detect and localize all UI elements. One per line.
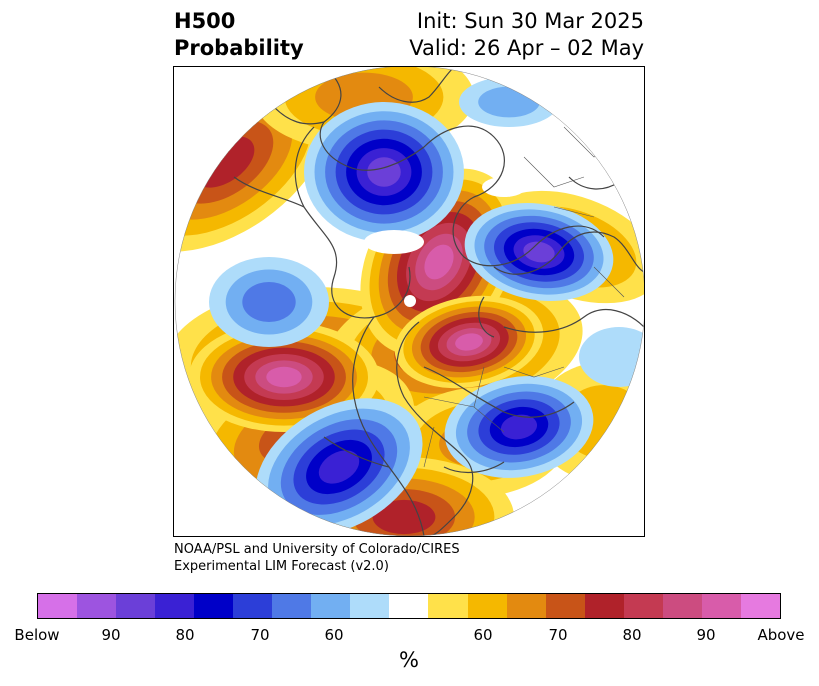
near-normal-area bbox=[404, 295, 416, 307]
map-canvas bbox=[174, 67, 644, 536]
probability-contour bbox=[367, 157, 401, 187]
below-normal-anomaly bbox=[464, 202, 614, 302]
colorbar-segment bbox=[740, 594, 780, 618]
colorbar-segment bbox=[77, 594, 117, 618]
credit-line-1: NOAA/PSL and University of Colorado/CIRE… bbox=[174, 542, 460, 557]
colorbar-segment bbox=[584, 594, 624, 618]
probability-contour bbox=[424, 244, 454, 280]
data-credit: NOAA/PSL and University of Colorado/CIRE… bbox=[174, 541, 460, 575]
init-date-label: Init: Sun 30 Mar 2025 bbox=[416, 9, 644, 33]
probability-contour bbox=[455, 333, 483, 351]
colorbar-tick-label: 80 bbox=[622, 626, 642, 644]
colorbar-segment bbox=[623, 594, 663, 618]
probability-colorbar bbox=[37, 593, 781, 619]
near-normal-area bbox=[482, 177, 526, 197]
colorbar-segment bbox=[38, 594, 78, 618]
colorbar-tick-label: 80 bbox=[175, 626, 195, 644]
credit-line-2: Experimental LIM Forecast (v2.0) bbox=[174, 559, 389, 574]
colorbar-segment bbox=[428, 594, 468, 618]
forecast-dates-block: Init: Sun 30 Mar 2025 Valid: 26 Apr – 02… bbox=[409, 8, 644, 62]
probability-contour bbox=[500, 414, 538, 440]
map-title-block: H500 Probability bbox=[174, 8, 304, 62]
colorbar-tick-label: 60 bbox=[324, 626, 344, 644]
colorbar-segment bbox=[506, 594, 546, 618]
coastlines bbox=[233, 67, 644, 536]
colorbar-segment bbox=[194, 594, 234, 618]
colorbar-segment bbox=[350, 594, 390, 618]
colorbar-segment bbox=[311, 594, 351, 618]
below-normal-anomaly bbox=[209, 257, 329, 347]
valid-date-label: Valid: 26 Apr – 02 May bbox=[409, 36, 644, 60]
colorbar-tick-label: Above bbox=[757, 626, 805, 644]
political-borders bbox=[423, 126, 625, 468]
colorbar-segment bbox=[701, 594, 741, 618]
colorbar-unit-label: % bbox=[399, 648, 419, 672]
colorbar-segment bbox=[116, 594, 156, 618]
colorbar-segment bbox=[155, 594, 195, 618]
probability-contour bbox=[372, 499, 436, 535]
above-normal-anomaly bbox=[394, 295, 544, 389]
probability-contour bbox=[266, 366, 302, 388]
colorbar-tick-label: 70 bbox=[548, 626, 568, 644]
variable-label: H500 bbox=[174, 9, 236, 33]
colorbar-tick-label: 60 bbox=[473, 626, 493, 644]
colorbar-segment bbox=[389, 594, 429, 618]
colorbar-tick-label: 90 bbox=[101, 626, 121, 644]
colorbar-segment bbox=[662, 594, 702, 618]
probability-map bbox=[173, 66, 645, 537]
product-label: Probability bbox=[174, 36, 304, 60]
colorbar-segment bbox=[233, 594, 273, 618]
probability-contour bbox=[242, 282, 296, 322]
above-normal-anomaly bbox=[189, 322, 379, 432]
probability-contour bbox=[523, 241, 555, 263]
below-normal-anomaly bbox=[459, 77, 559, 127]
colorbar-segment bbox=[467, 594, 507, 618]
probability-contour bbox=[478, 86, 540, 118]
colorbar-tick-label: 70 bbox=[250, 626, 270, 644]
colorbar-segment bbox=[272, 594, 312, 618]
below-normal-anomaly bbox=[304, 102, 464, 242]
near-normal-area bbox=[364, 230, 424, 254]
colorbar-segment bbox=[545, 594, 585, 618]
colorbar-tick-label: Below bbox=[14, 626, 60, 644]
below-normal-anomaly bbox=[444, 376, 594, 478]
probability-contour bbox=[318, 450, 360, 484]
below-normal-anomaly bbox=[255, 398, 423, 536]
colorbar-tick-label: 90 bbox=[696, 626, 716, 644]
